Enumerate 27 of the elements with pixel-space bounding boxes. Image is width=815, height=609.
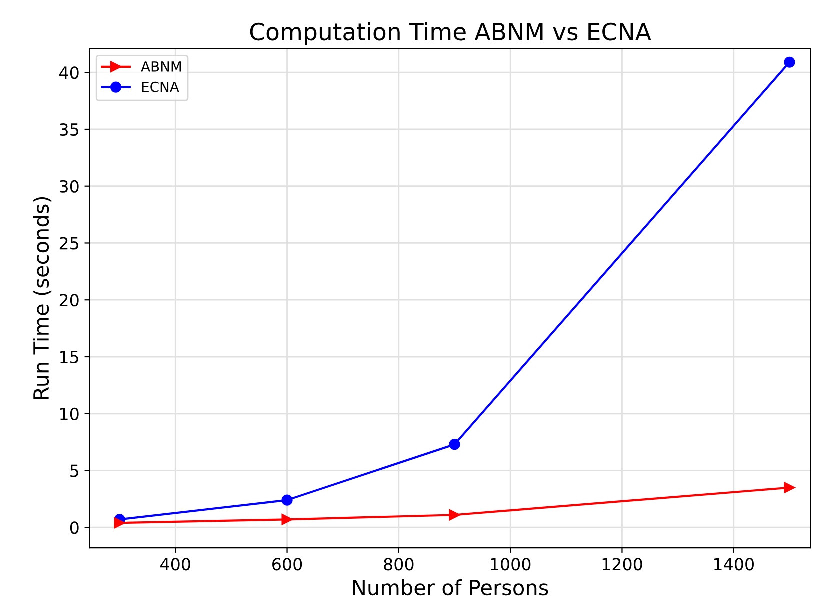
x-tick-label: 800: [384, 558, 414, 571]
y-tick-label: 0: [70, 522, 79, 534]
y-tick-label: 15: [60, 351, 78, 364]
point: [784, 56, 796, 68]
x-tick-label: 400: [160, 558, 190, 571]
y-tick-label: 20: [60, 294, 79, 307]
point: [784, 482, 796, 494]
y-tick-label: 5: [70, 464, 78, 478]
y-axis-title: Run Time (seconds): [33, 197, 52, 400]
point: [449, 439, 460, 450]
x-tick-label: 1200: [602, 558, 642, 571]
point: [282, 494, 293, 506]
x-axis-title: Number of Persons: [353, 580, 548, 596]
x-tick-label: 600: [272, 558, 302, 571]
y-tick-label: 25: [60, 237, 78, 250]
point: [114, 518, 126, 529]
y-tick-label: 40: [60, 66, 79, 80]
x-tick-label: 1400: [714, 558, 754, 571]
y-tick-label: 35: [60, 123, 78, 136]
y-tick-label: 30: [60, 180, 79, 193]
y-tick-label: 10: [60, 408, 79, 420]
chart-title: Computation Time ABNM vs ECNA: [250, 22, 652, 46]
point: [449, 510, 460, 521]
legend-label: ABNM: [141, 62, 182, 72]
point: [282, 514, 293, 526]
x-tick-label: 1000: [491, 558, 531, 571]
legend-label: ECNA: [142, 82, 180, 92]
